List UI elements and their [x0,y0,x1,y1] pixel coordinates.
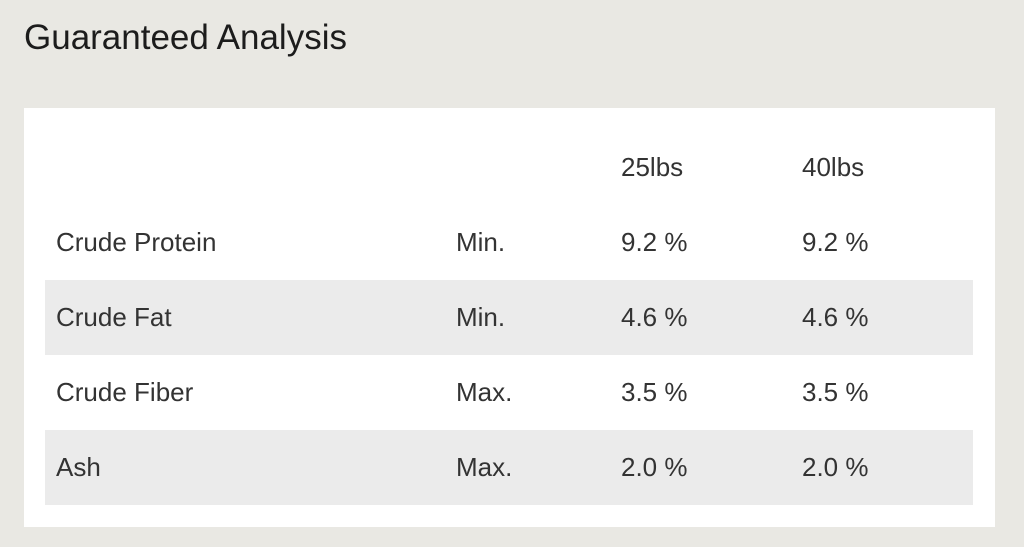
value: 9.2 % [621,227,688,257]
min-max: Max. [456,452,513,482]
value: 3.5 % [621,377,688,407]
nutrient-name: Crude Protein [56,227,217,257]
nutrient-name: Crude Fat [56,302,172,332]
value: 2.0 % [621,452,688,482]
column-header: 40lbs [802,152,865,182]
title: Guaranteed Analysis [24,18,347,57]
value: 3.5 % [802,377,869,407]
column-header: 25lbs [621,152,684,182]
table-row: Crude Protein Min. 9.2 % 9.2 % [45,205,973,280]
header-row: 25lbs 40lbs [45,130,973,205]
min-max: Max. [456,377,513,407]
table-panel: 25lbs 40lbs Crude Protein Min. 9.2 % 9.2 % Cru… [24,108,995,527]
min-max: Min. [456,227,506,257]
table-row: Crude Fat Min. 4.6 % 4.6 % [45,280,973,355]
value: 2.0 % [802,452,869,482]
value: 9.2 % [802,227,869,257]
table-row: Crude Fiber Max. 3.5 % 3.5 % [45,355,973,430]
value: 4.6 % [802,302,869,332]
nutrient-name: Ash [56,452,101,482]
nutrient-name: Crude Fiber [56,377,194,407]
min-max: Min. [456,302,506,332]
table-row: Ash Max. 2.0 % 2.0 % [45,430,973,505]
value: 4.6 % [621,302,688,332]
